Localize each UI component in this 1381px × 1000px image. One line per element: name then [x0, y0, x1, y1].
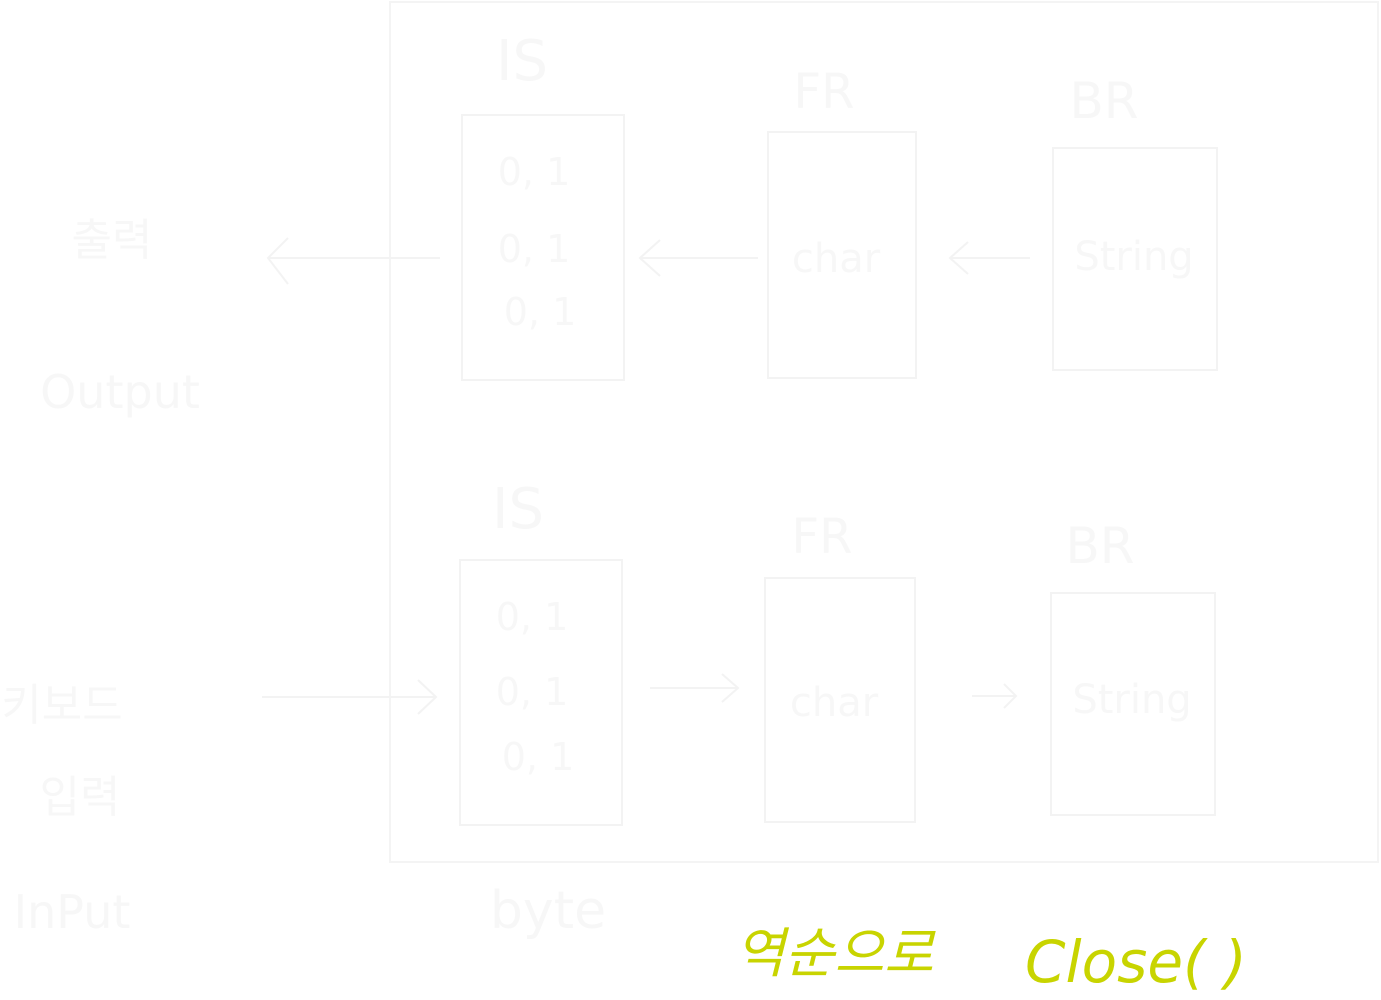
byte-label: byte	[490, 881, 606, 941]
bottom-fr-box	[764, 577, 916, 823]
bottom-br-label: BR	[1065, 517, 1134, 575]
top-is-bit-2: 0, 1	[498, 227, 571, 271]
bottom-is-label: IS	[492, 477, 544, 542]
top-fr-box	[767, 131, 917, 379]
annotation-close-method: Close( )	[1025, 928, 1247, 996]
top-is-box	[461, 114, 625, 381]
bottom-is-box	[459, 559, 623, 826]
input-english-label: InPut	[14, 885, 131, 939]
bottom-br-box	[1050, 592, 1216, 816]
input-korean-label-1: 키보드	[1, 680, 122, 731]
top-br-box	[1052, 147, 1218, 371]
top-arrow-is-to-output	[266, 237, 440, 285]
output-korean-label: 출력	[72, 215, 153, 266]
top-is-bit-3: 0, 1	[504, 290, 577, 334]
output-english-label: Output	[40, 365, 200, 419]
outer-frame	[389, 1, 1379, 863]
bottom-arrow-fr-to-br	[972, 683, 1018, 709]
top-br-content: String	[1074, 234, 1193, 280]
top-arrow-br-to-fr	[948, 241, 1030, 275]
bottom-is-bit-1: 0, 1	[496, 595, 569, 639]
bottom-fr-label: FR	[792, 509, 853, 565]
top-fr-label: FR	[794, 64, 855, 120]
bottom-arrow-is-to-fr	[650, 673, 740, 703]
top-is-bit-1: 0, 1	[498, 150, 571, 194]
top-is-label: IS	[496, 29, 548, 94]
bottom-arrow-input-to-is	[262, 679, 438, 715]
top-br-label: BR	[1069, 72, 1138, 130]
bottom-fr-content: char	[790, 680, 879, 726]
annotation-reverse-order: 역순으로	[735, 922, 936, 985]
bottom-br-content: String	[1072, 677, 1191, 723]
input-korean-label-2: 입력	[40, 772, 121, 823]
bottom-is-bit-3: 0, 1	[502, 735, 575, 779]
top-arrow-fr-to-is	[638, 239, 758, 277]
bottom-is-bit-2: 0, 1	[496, 670, 569, 714]
top-fr-content: char	[792, 236, 881, 282]
